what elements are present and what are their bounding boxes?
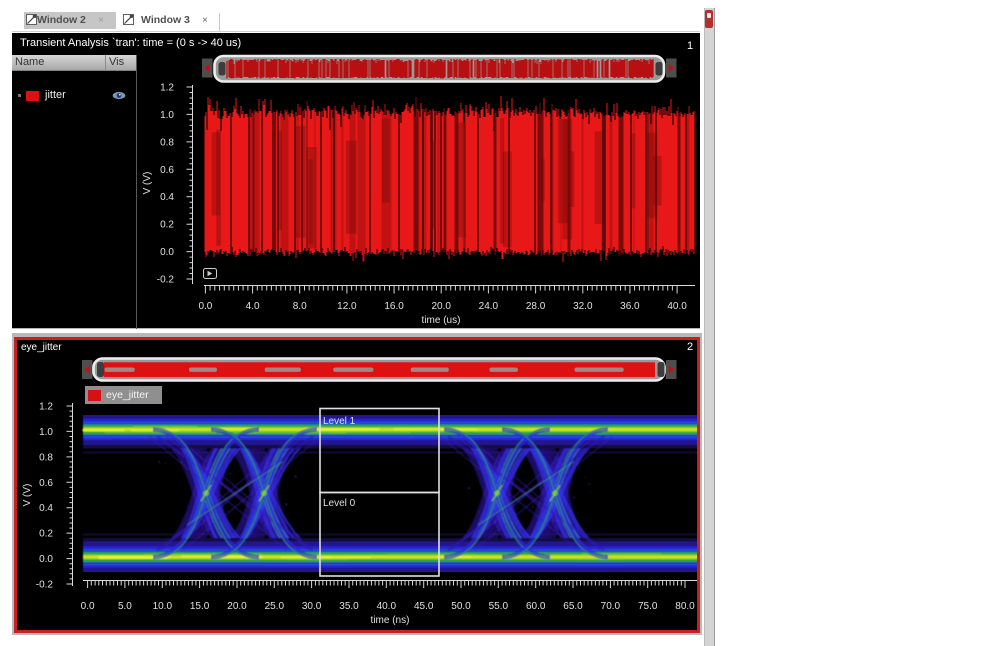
svg-text:5.0: 5.0 xyxy=(118,601,132,612)
svg-text:8.0: 8.0 xyxy=(293,301,307,312)
svg-text:Level 0: Level 0 xyxy=(323,498,356,509)
svg-text:1.2: 1.2 xyxy=(39,402,53,413)
svg-text:0.0: 0.0 xyxy=(81,601,95,612)
svg-text:1.2: 1.2 xyxy=(160,83,174,94)
svg-text:Level 1: Level 1 xyxy=(323,416,356,427)
svg-text:0.8: 0.8 xyxy=(39,452,53,463)
svg-text:50.0: 50.0 xyxy=(451,601,471,612)
svg-text:60.0: 60.0 xyxy=(526,601,546,612)
svg-text:0.8: 0.8 xyxy=(160,137,174,148)
svg-text:65.0: 65.0 xyxy=(563,601,583,612)
svg-text:1.0: 1.0 xyxy=(160,110,174,121)
svg-text:time (ns): time (ns) xyxy=(371,615,410,626)
svg-text:55.0: 55.0 xyxy=(489,601,509,612)
svg-text:0.2: 0.2 xyxy=(39,529,53,540)
svg-text:0.6: 0.6 xyxy=(39,478,53,489)
svg-text:12.0: 12.0 xyxy=(337,301,357,312)
svg-text:4.0: 4.0 xyxy=(246,301,260,312)
svg-text:40.0: 40.0 xyxy=(377,601,397,612)
svg-text:V (V): V (V) xyxy=(22,484,33,507)
svg-text:0.4: 0.4 xyxy=(39,503,53,514)
svg-text:V (V): V (V) xyxy=(142,172,153,195)
svg-text:0.4: 0.4 xyxy=(160,192,174,203)
svg-text:time (us): time (us) xyxy=(422,315,461,326)
svg-text:0.2: 0.2 xyxy=(160,220,174,231)
svg-text:0.0: 0.0 xyxy=(160,247,174,258)
svg-text:30.0: 30.0 xyxy=(302,601,322,612)
svg-text:1.0: 1.0 xyxy=(39,427,53,438)
svg-text:20.0: 20.0 xyxy=(227,601,247,612)
svg-text:0.6: 0.6 xyxy=(160,165,174,176)
svg-text:25.0: 25.0 xyxy=(265,601,285,612)
svg-text:45.0: 45.0 xyxy=(414,601,434,612)
svg-text:28.0: 28.0 xyxy=(526,301,546,312)
svg-text:16.0: 16.0 xyxy=(384,301,404,312)
svg-text:-0.2: -0.2 xyxy=(157,275,175,286)
svg-text:0.0: 0.0 xyxy=(39,554,53,565)
svg-text:35.0: 35.0 xyxy=(339,601,359,612)
svg-text:15.0: 15.0 xyxy=(190,601,210,612)
svg-text:75.0: 75.0 xyxy=(638,601,658,612)
svg-text:20.0: 20.0 xyxy=(431,301,451,312)
svg-text:10.0: 10.0 xyxy=(153,601,173,612)
svg-text:70.0: 70.0 xyxy=(601,601,621,612)
svg-text:-0.2: -0.2 xyxy=(36,580,54,591)
svg-text:32.0: 32.0 xyxy=(573,301,593,312)
svg-text:40.0: 40.0 xyxy=(667,301,687,312)
svg-text:0.0: 0.0 xyxy=(198,301,212,312)
svg-text:24.0: 24.0 xyxy=(479,301,499,312)
svg-text:36.0: 36.0 xyxy=(620,301,640,312)
svg-text:80.0: 80.0 xyxy=(675,601,695,612)
